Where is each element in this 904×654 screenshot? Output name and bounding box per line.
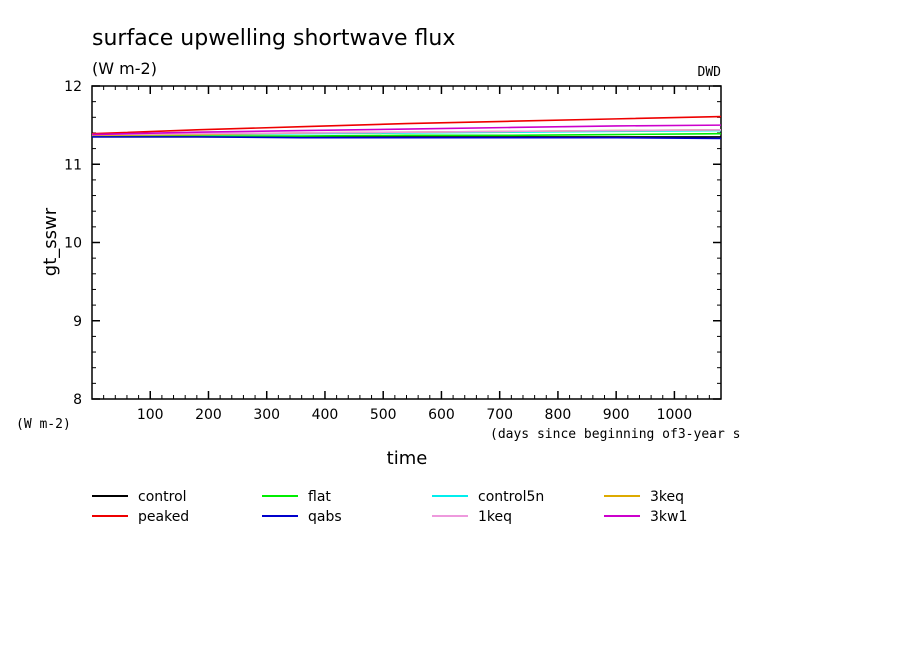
series-line-1keq	[91, 129, 722, 136]
x-tick-label: 100	[137, 407, 164, 423]
minor-ticks	[92, 86, 721, 399]
legend-label-control5n: control5n	[478, 489, 544, 505]
x-axis-label: time	[387, 448, 428, 469]
chart-title: surface upwelling shortwave flux	[92, 26, 455, 51]
x-tick-label: 600	[428, 407, 455, 423]
legend-label-3kw1: 3kw1	[650, 509, 687, 525]
y-tick-label: 10	[64, 236, 82, 252]
x-tick-label: 300	[253, 407, 280, 423]
x-tick-label: 200	[195, 407, 222, 423]
y-axis-units: (W m-2)	[16, 417, 71, 432]
x-tick-label: 1000	[657, 407, 693, 423]
legend-label-3keq: 3keq	[650, 489, 684, 505]
y-axis-ticks: 8 9 10 11 12	[64, 79, 721, 408]
y-tick-label: 12	[64, 79, 82, 95]
x-axis-units: (days since beginning of3-year s	[490, 427, 740, 442]
institution-label: DWD	[698, 65, 722, 80]
y-tick-label: 11	[64, 157, 82, 173]
y-tick-label: 9	[73, 314, 82, 330]
legend-label-flat: flat	[308, 489, 331, 505]
chart-units: (W m-2)	[92, 59, 157, 78]
legend: control flat control5n 3keq peaked qabs 1keq 3k…	[92, 489, 687, 525]
legend-label-control: control	[138, 489, 187, 505]
x-tick-label: 500	[370, 407, 397, 423]
x-tick-label: 900	[603, 407, 630, 423]
x-tick-label: 700	[486, 407, 513, 423]
x-tick-label: 400	[312, 407, 339, 423]
series-line-3kw1	[91, 124, 722, 136]
y-tick-label: 8	[73, 392, 82, 408]
legend-label-peaked: peaked	[138, 509, 189, 525]
series-line-peaked	[91, 115, 722, 135]
series-line-qabs	[92, 136, 722, 140]
x-tick-label: 800	[545, 407, 572, 423]
y-axis-label: gt_sswr	[40, 207, 61, 276]
x-axis-ticks: 100 200 300 400 500 600 700 800 900 1000	[137, 86, 692, 423]
legend-label-qabs: qabs	[308, 509, 342, 525]
series-lines	[91, 115, 722, 140]
legend-label-1keq: 1keq	[478, 509, 512, 525]
